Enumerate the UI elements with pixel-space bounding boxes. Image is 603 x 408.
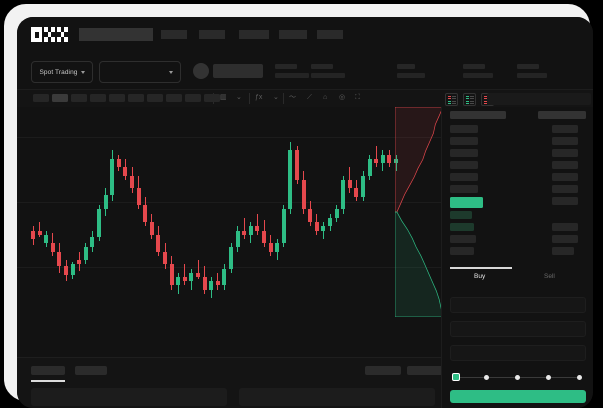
indicators-chevron-icon[interactable]: ⌄	[273, 94, 279, 101]
stat-last-price	[275, 64, 309, 78]
orderbook-row[interactable]	[552, 173, 578, 181]
orderbook-row[interactable]	[552, 149, 578, 157]
orderbook-mode-bids[interactable]	[463, 93, 476, 106]
orderbook-row[interactable]	[552, 235, 578, 243]
slider-stop-100[interactable]	[577, 374, 582, 380]
submit-buy-button[interactable]	[450, 390, 586, 403]
orderbook-row[interactable]	[552, 185, 578, 193]
tf-1m[interactable]	[33, 94, 49, 102]
tab-active-underline	[450, 267, 512, 269]
order-price-field[interactable]	[450, 297, 586, 313]
order-amount-field[interactable]	[450, 321, 586, 337]
nav-item-4[interactable]	[279, 30, 307, 39]
market-type-label: Spot Trading	[39, 68, 78, 76]
bottom-tab-order-history[interactable]	[75, 366, 107, 375]
fullscreen-icon[interactable]: ⛶	[355, 94, 360, 101]
orderbook-row[interactable]	[450, 125, 478, 133]
tf-1w[interactable]	[166, 94, 182, 102]
order-total-field[interactable]	[450, 345, 586, 361]
slider-handle[interactable]	[452, 373, 460, 381]
slider-stop-50[interactable]	[515, 374, 520, 380]
bottom-panel	[17, 357, 443, 408]
ticker-bar: Spot Trading	[17, 53, 593, 89]
slider-stop-75[interactable]	[546, 374, 551, 380]
pair-selector-dropdown[interactable]	[99, 61, 181, 83]
tf-5m[interactable]	[52, 94, 68, 102]
nav-search-skeleton[interactable]	[79, 28, 153, 41]
ruler-icon[interactable]: ⟋	[307, 94, 312, 101]
orderbook-row[interactable]	[552, 161, 578, 169]
orderbook-row[interactable]	[450, 211, 472, 219]
settings-gear-icon[interactable]: ◎	[339, 94, 346, 101]
orderbook-row[interactable]	[450, 173, 478, 181]
orderbook-row[interactable]	[450, 247, 474, 255]
tab-buy[interactable]: Buy	[474, 273, 486, 280]
bottom-action-2[interactable]	[407, 366, 443, 375]
tf-30m[interactable]	[90, 94, 106, 102]
stat-low-24h	[463, 64, 493, 78]
tf-1h[interactable]	[109, 94, 125, 102]
stat-high-24h	[397, 64, 425, 78]
chart-type-chevron-icon[interactable]: ⌄	[236, 94, 242, 101]
orderbook-mode-both[interactable]	[445, 93, 458, 106]
logo-square-x	[57, 27, 68, 42]
orderbook-row[interactable]	[450, 111, 506, 119]
bottom-tab-active-underline	[31, 380, 65, 382]
orderbook-row[interactable]	[538, 111, 586, 119]
stat-change-24h	[311, 64, 345, 78]
orderbook-row[interactable]	[450, 149, 478, 157]
nav-item-2[interactable]	[199, 30, 225, 39]
nav-item-1[interactable]	[161, 30, 187, 39]
tf-4h[interactable]	[128, 94, 144, 102]
trend-line-icon[interactable]: 〜	[289, 94, 296, 101]
orderbook-row[interactable]	[552, 247, 574, 255]
bottom-content-left	[31, 388, 227, 406]
depth-chart	[395, 107, 443, 317]
tf-15m[interactable]	[71, 94, 87, 102]
orderbook-row[interactable]	[552, 223, 578, 231]
indicators-icon[interactable]: ƒx	[255, 94, 263, 101]
device-bezel: Spot Trading	[4, 4, 593, 408]
bottom-tab-open-orders[interactable]	[31, 366, 65, 375]
logo-square-k	[44, 27, 55, 42]
camera-icon[interactable]: ⌂	[323, 94, 328, 101]
slider-stop-25[interactable]	[484, 374, 489, 380]
orderbook-row[interactable]	[450, 235, 476, 243]
coin-avatar	[193, 63, 209, 79]
orderbook-row[interactable]	[552, 125, 578, 133]
okx-logo[interactable]	[31, 27, 71, 42]
nav-item-5[interactable]	[317, 30, 343, 39]
top-navigation-bar	[17, 17, 593, 53]
orderbook-row[interactable]	[450, 185, 478, 193]
orderbook-panel: Buy Sell	[441, 107, 593, 408]
pair-name-skeleton	[213, 64, 263, 78]
orderbook-search-input[interactable]	[487, 93, 591, 105]
chevron-down-icon	[169, 71, 173, 74]
tab-sell[interactable]: Sell	[544, 273, 555, 280]
logo-square-o	[31, 27, 42, 42]
bottom-content-right	[239, 388, 435, 406]
tf-1d[interactable]	[147, 94, 163, 102]
stat-volume-24h	[517, 64, 547, 78]
price-chart[interactable]	[17, 107, 441, 357]
market-type-dropdown[interactable]: Spot Trading	[31, 61, 93, 83]
orderbook-row[interactable]	[450, 161, 478, 169]
orderbook-row[interactable]	[552, 197, 578, 205]
order-amount-slider[interactable]	[452, 372, 584, 382]
chart-type-icon[interactable]: ▥	[220, 94, 227, 101]
device-screen: Spot Trading	[17, 17, 593, 408]
chart-toolbar: ▥ ⌄ ƒx ⌄ 〜 ⟋ ⌂ ◎ ⛶	[17, 89, 593, 109]
chevron-down-icon	[80, 70, 85, 74]
tf-more[interactable]	[204, 94, 220, 102]
orderbook-row[interactable]	[450, 223, 474, 231]
orderbook-row[interactable]	[450, 137, 478, 145]
nav-item-3[interactable]	[239, 30, 269, 39]
tf-1mo[interactable]	[185, 94, 201, 102]
order-form-tabs: Buy Sell	[450, 267, 586, 289]
bottom-action-1[interactable]	[365, 366, 401, 375]
orderbook-row-highlighted[interactable]	[450, 197, 483, 208]
orderbook-row[interactable]	[552, 137, 578, 145]
